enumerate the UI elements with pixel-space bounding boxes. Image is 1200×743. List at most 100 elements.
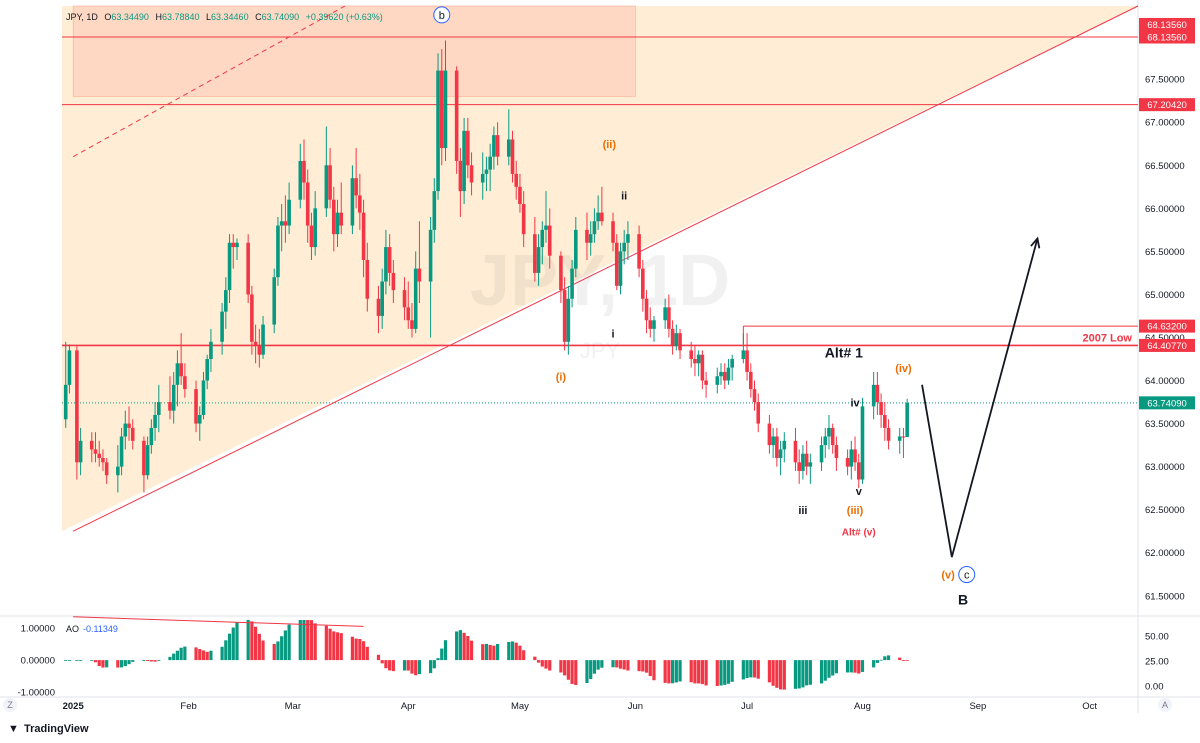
price-tick-label: 63.00000 bbox=[1145, 462, 1185, 473]
ao-histogram-bar bbox=[153, 660, 157, 662]
ao-histogram-bar bbox=[384, 660, 388, 669]
ao-histogram-bar bbox=[730, 660, 734, 682]
ao-histogram-bar bbox=[332, 631, 336, 661]
candle-body bbox=[335, 212, 340, 235]
candle-body bbox=[413, 268, 418, 329]
ao-histogram-bar bbox=[406, 660, 410, 671]
wave-label-i: i bbox=[611, 328, 614, 340]
candle-body bbox=[328, 165, 332, 200]
ao-histogram-bar bbox=[365, 646, 369, 661]
ao-histogram-bar bbox=[261, 640, 265, 661]
ao-histogram-bar bbox=[536, 660, 541, 663]
ao-histogram-bar bbox=[119, 660, 124, 668]
ao-histogram-bar bbox=[194, 647, 198, 661]
auto-scale-button[interactable]: A bbox=[1158, 698, 1172, 712]
price-tick-label: 67.50000 bbox=[1145, 75, 1185, 86]
candle-body bbox=[823, 436, 828, 446]
projection-path bbox=[921, 238, 1039, 558]
ao-histogram-bar bbox=[436, 658, 440, 661]
resistance-box-zone bbox=[72, 5, 636, 97]
candle-body bbox=[767, 423, 772, 446]
ao-histogram-bar bbox=[831, 660, 835, 676]
candle-body bbox=[845, 458, 850, 467]
candle-body bbox=[566, 298, 571, 342]
candle-body bbox=[559, 255, 563, 291]
ao-name: AO bbox=[66, 624, 80, 634]
candle-body bbox=[443, 70, 448, 149]
candle-body bbox=[782, 440, 787, 450]
price-badge-label: 68.13560 bbox=[1147, 32, 1187, 43]
candle-body bbox=[775, 436, 779, 459]
price-level-badge bbox=[1139, 319, 1195, 333]
ao-histogram-bar bbox=[432, 660, 436, 669]
ao-left-tick-label: 1.00000 bbox=[21, 624, 55, 635]
candle-body bbox=[510, 139, 515, 174]
candle-body bbox=[573, 229, 578, 269]
candle-body bbox=[819, 445, 824, 463]
candle-body bbox=[741, 350, 746, 360]
candle-body bbox=[458, 160, 463, 192]
ao-histogram-bar bbox=[168, 656, 172, 661]
ao-histogram-bar bbox=[719, 660, 723, 686]
wave-label-iii: iii bbox=[798, 505, 807, 517]
ao-histogram-bar bbox=[548, 660, 552, 671]
wave-label-iii: (iii) bbox=[847, 505, 864, 517]
wave-label-v: v bbox=[856, 486, 863, 498]
ao-right-tick-label: 25.00 bbox=[1145, 657, 1169, 668]
ao-histogram-bar bbox=[175, 650, 180, 661]
candle-body bbox=[480, 173, 485, 183]
candle-body bbox=[830, 427, 835, 446]
time-tick-label: Feb bbox=[180, 701, 196, 712]
candle-body bbox=[585, 229, 589, 243]
wave-label-iv: (iv) bbox=[895, 363, 912, 375]
candle-body bbox=[667, 307, 671, 329]
wave-label-b: b bbox=[439, 10, 445, 22]
ao-histogram-bar bbox=[570, 660, 574, 684]
ao-histogram-bar bbox=[272, 643, 276, 661]
candle-body bbox=[689, 350, 694, 360]
candle-body bbox=[358, 195, 362, 213]
ao-histogram-bar bbox=[302, 620, 306, 661]
candle-body bbox=[875, 384, 880, 403]
ao-histogram-bar bbox=[574, 660, 578, 686]
candle-body bbox=[618, 251, 623, 286]
candle-body bbox=[614, 242, 619, 286]
ao-left-tick-label: -1.00000 bbox=[17, 688, 55, 699]
ao-histogram-bar bbox=[726, 660, 731, 684]
ao-histogram-bar bbox=[309, 620, 314, 661]
ao-histogram-bar bbox=[745, 660, 749, 679]
ao-histogram-bar bbox=[671, 660, 675, 684]
level-label-2007-low: 2007 Low bbox=[1082, 332, 1132, 344]
ao-histogram-bar bbox=[246, 620, 250, 661]
candle-body bbox=[279, 221, 284, 226]
ao-histogram-bar bbox=[428, 660, 433, 674]
current-price-badge bbox=[1139, 396, 1195, 410]
ao-histogram-bar bbox=[793, 660, 798, 689]
ao-histogram-bar bbox=[481, 644, 485, 661]
triangle-zone bbox=[62, 6, 1138, 532]
candle-body bbox=[145, 445, 150, 476]
ao-histogram-bar bbox=[75, 660, 79, 661]
price-badge-label: 63.74090 bbox=[1147, 398, 1187, 409]
wave-label-ii: ii bbox=[621, 191, 627, 203]
candle-body bbox=[778, 449, 783, 459]
ao-right-tick-label: 50.00 bbox=[1145, 632, 1169, 643]
ao-histogram-bar bbox=[328, 628, 332, 661]
price-tick-label: 66.00000 bbox=[1145, 204, 1185, 215]
ao-histogram-bar bbox=[227, 633, 232, 661]
ao-legend: AO -0.11349 bbox=[66, 624, 118, 634]
ao-histogram-bar bbox=[808, 660, 812, 685]
candle-body bbox=[454, 70, 459, 161]
candle-body bbox=[272, 277, 277, 325]
candle-body bbox=[827, 427, 831, 437]
ao-histogram-bar bbox=[834, 660, 839, 674]
ao-histogram-bar bbox=[455, 631, 459, 661]
ao-histogram-bar bbox=[585, 660, 589, 684]
ao-histogram-bar bbox=[280, 636, 284, 661]
ao-histogram-bar bbox=[704, 660, 708, 686]
candle-body bbox=[361, 212, 366, 260]
watermark-title: JPY, 1D bbox=[470, 241, 730, 321]
timezone-button[interactable]: Z bbox=[3, 698, 17, 712]
candle-body bbox=[834, 445, 839, 459]
